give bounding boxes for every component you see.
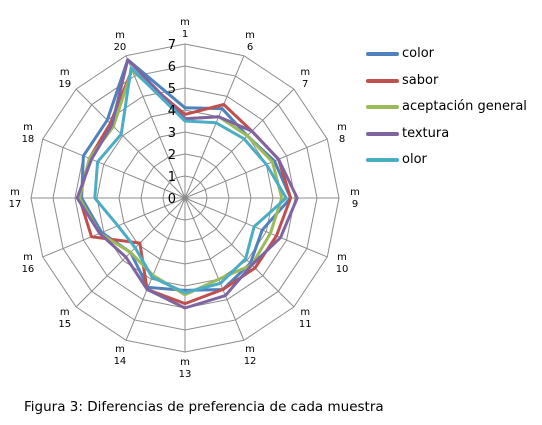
grid-spoke bbox=[184, 197, 245, 341]
category-label: m 16 bbox=[22, 252, 35, 275]
legend-label: olor bbox=[402, 152, 427, 167]
tick-label: 3 bbox=[168, 126, 176, 141]
series-olor bbox=[93, 66, 288, 295]
category-label: m 14 bbox=[114, 344, 127, 367]
category-label: m 19 bbox=[58, 67, 71, 90]
tick-label: 5 bbox=[168, 82, 176, 97]
grid-spoke bbox=[42, 197, 186, 258]
category-label: m 10 bbox=[336, 252, 349, 275]
legend-swatch bbox=[366, 105, 399, 109]
category-label: m 18 bbox=[22, 122, 35, 145]
tick-label: 7 bbox=[168, 38, 176, 53]
legend-label: aceptación general bbox=[402, 99, 527, 114]
category-label: m 17 bbox=[9, 187, 22, 210]
tick-label: 1 bbox=[168, 170, 176, 185]
grid-spoke bbox=[184, 55, 245, 199]
category-label: m 12 bbox=[244, 344, 257, 367]
grid-spoke bbox=[125, 55, 186, 199]
legend-swatch bbox=[366, 52, 399, 56]
category-label: m 11 bbox=[299, 307, 312, 330]
grid-spoke bbox=[184, 88, 295, 199]
tick-label: 6 bbox=[168, 60, 176, 75]
category-label: m 13 bbox=[179, 357, 192, 380]
legend-label: textura bbox=[402, 125, 450, 141]
category-label: m 20 bbox=[114, 30, 127, 53]
legend-swatch bbox=[366, 158, 399, 162]
radial-tick-labels: 0 1 2 3 4 5 6 7 bbox=[168, 38, 176, 207]
series-textura bbox=[75, 58, 299, 310]
tick-label: 4 bbox=[168, 104, 176, 119]
legend-swatch bbox=[366, 131, 399, 136]
grid-spoke bbox=[184, 138, 328, 199]
tick-label: 2 bbox=[168, 148, 176, 163]
tick-label: 0 bbox=[168, 192, 176, 207]
grid-spoke bbox=[125, 197, 186, 341]
grid-spoke bbox=[184, 197, 328, 258]
legend-label: color bbox=[402, 46, 435, 61]
legend-swatch bbox=[366, 78, 399, 83]
grid-spoke bbox=[184, 197, 295, 308]
category-labels: m 1 m 6 m 7 m 8 m 9 m 10 m 11 m 12 m 13 m 14 m 15 m 16 m 17 m 18 m 19… bbox=[9, 17, 360, 380]
legend-label: sabor bbox=[402, 72, 439, 88]
category-label: m 15 bbox=[58, 307, 71, 330]
grid-spoke bbox=[75, 88, 186, 199]
grid-spoke bbox=[42, 138, 186, 199]
figure-caption: Figura 3: Diferencias de preferencia de … bbox=[24, 399, 384, 415]
radar-series bbox=[75, 58, 299, 310]
